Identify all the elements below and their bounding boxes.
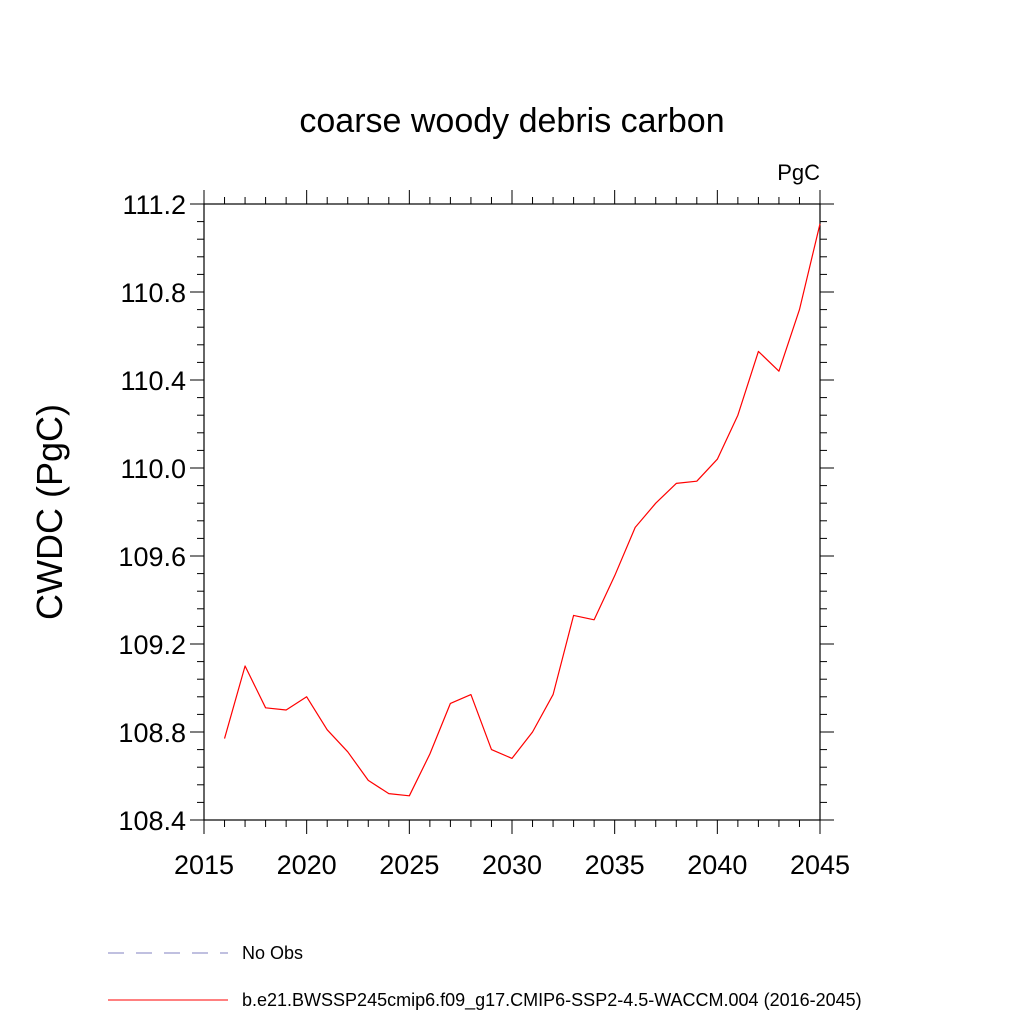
y-tick-label: 110.4 bbox=[120, 366, 186, 396]
x-tick-label: 2035 bbox=[585, 850, 645, 880]
y-tick-label: 109.6 bbox=[118, 542, 186, 572]
series-layer bbox=[223, 223, 821, 797]
y-tick-label: 108.4 bbox=[118, 806, 186, 836]
x-tick-label: 2030 bbox=[482, 850, 542, 880]
x-tick-label: 2015 bbox=[174, 850, 234, 880]
y-tick-label: 110.0 bbox=[120, 454, 186, 484]
legend-label-0: No Obs bbox=[242, 943, 303, 963]
x-tick-label: 2045 bbox=[790, 850, 850, 880]
y-tick-label: 111.2 bbox=[122, 190, 186, 220]
x-tick-label: 2020 bbox=[277, 850, 337, 880]
y-tick-label: 110.8 bbox=[120, 278, 186, 308]
plot-frame bbox=[203, 203, 821, 821]
units-label: PgC bbox=[777, 160, 820, 185]
x-tick-label: 2025 bbox=[379, 850, 439, 880]
chart-title: coarse woody debris carbon bbox=[299, 102, 724, 140]
y-axis-ticks: 108.4 108.8 109.2 109.6 110.0 110.4 110.8 111.2 bbox=[118, 190, 834, 836]
y-tick-label: 108.8 bbox=[118, 718, 186, 748]
y-axis-label: CWDC (PgC) bbox=[29, 404, 70, 620]
legend: No Obs b.e21.BWSSP245cmip6.f09_g17.CMIP6-… bbox=[108, 943, 862, 1011]
y-tick-label: 109.2 bbox=[118, 630, 186, 660]
legend-label-1: b.e21.BWSSP245cmip6.f09_g17.CMIP6-SSP2-4… bbox=[242, 990, 862, 1011]
x-axis-ticks: 2015 2020 2025 2030 2035 2040 2045 bbox=[174, 190, 850, 880]
x-tick-label: 2040 bbox=[687, 850, 747, 880]
series-line-0 bbox=[223, 223, 821, 797]
